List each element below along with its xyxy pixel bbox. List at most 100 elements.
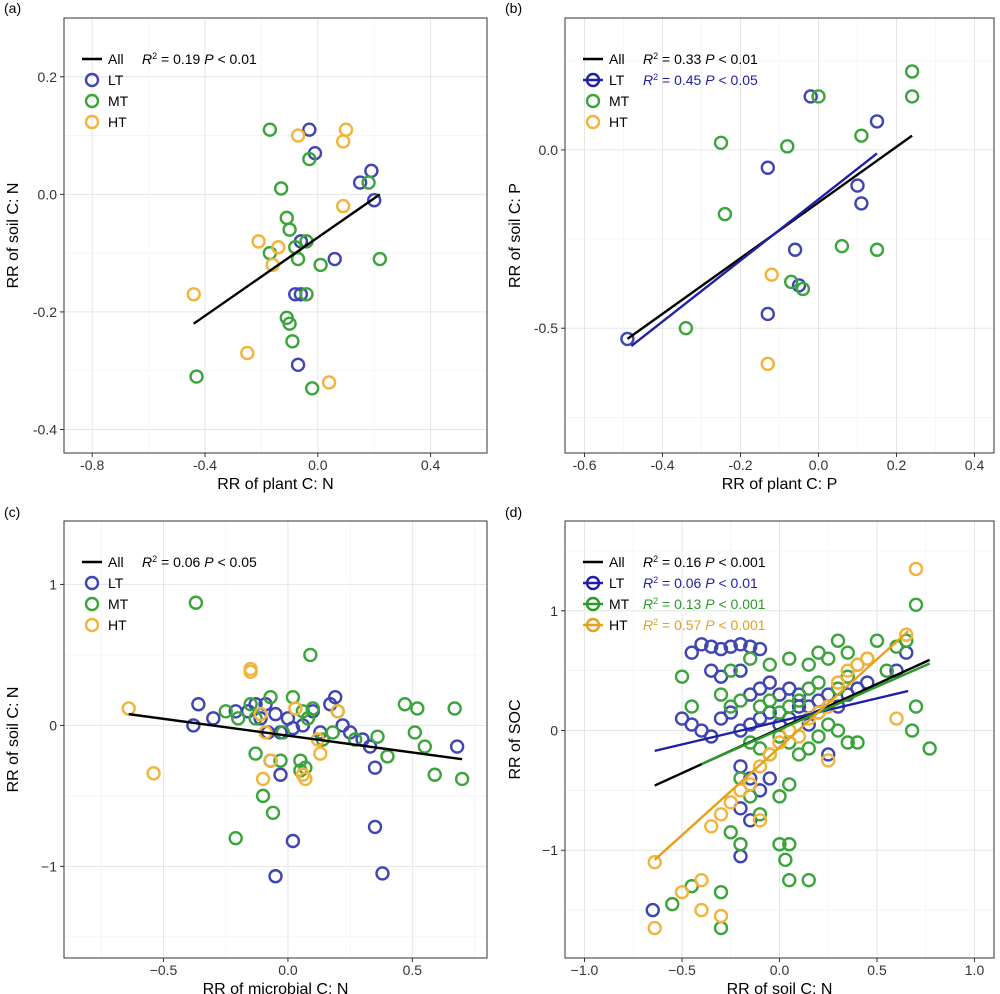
legend-entry-All: All R2 = 0.06 P < 0.05: [82, 554, 257, 570]
data-point: [380, 749, 395, 764]
legend-circle-key: [585, 72, 601, 88]
legend-entry-All: All R2 = 0.16 P < 0.001: [583, 554, 766, 570]
data-point: [647, 920, 662, 936]
data-point: [427, 767, 442, 782]
plot-frame: [63, 17, 488, 454]
panel-label: (d): [505, 504, 522, 520]
data-point: [830, 633, 846, 648]
data-point: [713, 807, 729, 822]
data-point: [338, 122, 354, 137]
legend: All R2 = 0.06 P < 0.05 LT MT HT: [82, 554, 257, 633]
legend-label: MT: [609, 93, 630, 109]
legend-label: MT: [609, 596, 630, 612]
x-axis-label: RR of plant C: P: [722, 476, 838, 493]
panel-a: -0.8 -0.4 0.0 0.4 -0.4 -0.2 0.0 0.2 (a) RR of pla…: [4, 0, 488, 493]
data-point: [275, 725, 291, 740]
data-point: [713, 687, 729, 702]
data-point: [717, 206, 733, 222]
x-tick-label: 0.5: [867, 962, 887, 978]
data-point: [791, 699, 807, 714]
data-point: [674, 669, 690, 684]
legend: All R2 = 0.16 P < 0.001 LT R2 = 0.06 P < 0.…: [583, 554, 766, 633]
legend-stats: R2 = 0.57 P < 0.001: [643, 617, 766, 633]
legend-label: All: [108, 554, 124, 570]
series-MT: [188, 595, 470, 846]
data-point: [263, 753, 278, 768]
data-point: [850, 178, 865, 193]
y-tick-label: 0.2: [38, 69, 58, 85]
data-point: [290, 357, 306, 373]
legend-circle-key: [84, 114, 100, 130]
data-point: [840, 735, 855, 750]
legend-label: HT: [108, 114, 127, 130]
data-point: [285, 334, 300, 349]
legend-entry-LT: LT: [84, 72, 124, 88]
data-point: [723, 825, 738, 840]
panel-label: (b): [505, 0, 522, 16]
data-point: [674, 884, 690, 900]
data-point: [713, 135, 729, 150]
data-point: [293, 287, 309, 302]
legend-label: HT: [609, 114, 628, 130]
data-point: [454, 771, 470, 787]
data-point: [784, 274, 799, 290]
y-tick-label: 0: [550, 723, 558, 739]
series-HT: [760, 267, 779, 372]
data-point: [830, 675, 846, 690]
data-point: [273, 767, 288, 782]
data-point: [262, 122, 278, 137]
data-point: [811, 675, 826, 690]
legend: All R2 = 0.19 P < 0.01 LT MT HT: [82, 51, 257, 130]
legend-entry-HT: HT: [585, 114, 628, 130]
data-point: [760, 160, 775, 175]
data-point: [327, 251, 342, 267]
data-point: [801, 717, 816, 732]
legend-circle-key: [84, 72, 100, 88]
data-point: [762, 747, 777, 762]
y-tick-label: 1: [550, 603, 558, 619]
x-tick-label: 0.2: [887, 457, 907, 473]
data-point: [228, 830, 243, 846]
data-point: [243, 697, 258, 712]
legend-entry-All: All R2 = 0.19 P < 0.01: [82, 51, 257, 67]
data-point: [899, 633, 914, 648]
data-point: [665, 896, 680, 912]
data-point: [733, 759, 748, 774]
legend-entry-LT: LT R2 = 0.45 P < 0.05: [583, 72, 758, 88]
data-point: [760, 306, 775, 322]
data-point: [299, 287, 314, 302]
y-tick-label: −1: [542, 842, 558, 858]
data-point: [407, 725, 423, 740]
data-point: [273, 753, 288, 768]
series-MT: [678, 64, 920, 336]
data-point: [752, 807, 768, 822]
data-point: [821, 753, 836, 768]
data-point: [713, 908, 729, 924]
legend-label: MT: [108, 596, 129, 612]
data-point: [760, 356, 775, 372]
data-point: [908, 561, 924, 577]
data-point: [290, 128, 306, 143]
series-HT: [186, 122, 354, 390]
x-tick-label: 0.4: [421, 457, 441, 473]
y-axis-label: RR of soil C: P: [507, 183, 524, 288]
data-point: [417, 739, 432, 754]
legend-entry-HT: HT R2 = 0.57 P < 0.001: [583, 617, 766, 633]
data-point: [811, 89, 826, 104]
data-point: [313, 725, 328, 740]
data-point: [787, 242, 803, 257]
data-point: [704, 639, 719, 654]
legend-circle-key: [84, 93, 100, 109]
data-point: [762, 675, 777, 690]
panel-label: (a): [4, 0, 21, 16]
data-point: [279, 210, 294, 226]
data-point: [268, 706, 283, 722]
y-tick-label: −1: [41, 858, 57, 874]
data-point: [889, 663, 904, 678]
data-point: [325, 725, 340, 740]
data-point: [743, 651, 758, 666]
data-point: [795, 281, 811, 297]
fit-line-LT: [654, 689, 909, 753]
panel-c: −0.5 0.0 0.5 −1 0 1 (c) RR of microbial C: N RR …: [4, 504, 488, 994]
data-point: [243, 661, 258, 677]
